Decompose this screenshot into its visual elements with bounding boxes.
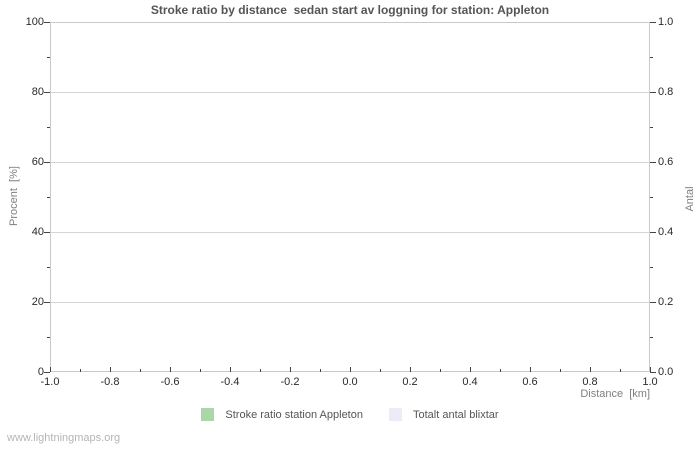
- x-axis-minor-tick: [440, 369, 441, 372]
- x-axis-tick-label: 0.0: [342, 376, 358, 388]
- y-axis-left-minor-tick: [47, 197, 50, 198]
- x-axis-major-tick: [410, 367, 411, 372]
- x-axis-tick-label: -0.4: [220, 376, 240, 388]
- x-axis-minor-tick: [560, 369, 561, 372]
- y-axis-left-tick-label: 40: [31, 226, 44, 238]
- x-axis-minor-tick: [500, 369, 501, 372]
- y-axis-left-tick-label: 20: [31, 296, 44, 308]
- gridline-horizontal: [50, 232, 650, 233]
- y-axis-right-minor-tick: [650, 267, 653, 268]
- x-axis-tick-label: 1.0: [642, 376, 658, 388]
- x-axis-minor-tick: [380, 369, 381, 372]
- x-axis-tick-label: -1.0: [40, 376, 60, 388]
- legend-label-total-strikes: Totalt antal blixtar: [412, 408, 499, 421]
- y-axis-left-minor-tick: [47, 337, 50, 338]
- chart-title: Stroke ratio by distance sedan start av …: [150, 3, 550, 17]
- gridline-horizontal: [50, 92, 650, 93]
- legend: Stroke ratio station Appleton Totalt ant…: [0, 408, 700, 421]
- x-axis-major-tick: [110, 367, 111, 372]
- x-axis-minor-tick: [620, 369, 621, 372]
- y-axis-left-minor-tick: [47, 57, 50, 58]
- y-axis-left-major-tick: [44, 372, 50, 373]
- x-axis-major-tick: [470, 367, 471, 372]
- y-axis-right-tick-label: 0.8: [658, 86, 674, 98]
- x-axis-minor-tick: [260, 369, 261, 372]
- x-axis-tick-label: 0.8: [582, 376, 598, 388]
- x-axis-tick-label: 0.2: [402, 376, 418, 388]
- y-axis-right-major-tick: [650, 232, 656, 233]
- x-axis-minor-tick: [200, 369, 201, 372]
- gridline-horizontal: [50, 302, 650, 303]
- y-axis-left-minor-tick: [47, 267, 50, 268]
- legend-swatch-stroke-ratio: [201, 408, 215, 421]
- y-axis-right-major-tick: [650, 162, 656, 163]
- y-axis-left-minor-tick: [47, 127, 50, 128]
- x-axis-label: Distance [km]: [580, 388, 650, 400]
- x-axis-minor-tick: [140, 369, 141, 372]
- y-axis-right-minor-tick: [650, 57, 653, 58]
- y-axis-left-major-tick: [44, 302, 50, 303]
- x-axis-major-tick: [230, 367, 231, 372]
- x-axis-major-tick: [290, 367, 291, 372]
- legend-item-stroke-ratio: Stroke ratio station Appleton: [201, 408, 363, 421]
- y-axis-right-major-tick: [650, 92, 656, 93]
- y-axis-right-tick-label: 0.0: [658, 366, 674, 378]
- y-axis-right-minor-tick: [650, 197, 653, 198]
- x-axis-major-tick: [650, 367, 651, 372]
- y-axis-right-minor-tick: [650, 127, 653, 128]
- legend-swatch-total-strikes: [388, 408, 402, 421]
- y-axis-left-major-tick: [44, 232, 50, 233]
- y-axis-left-major-tick: [44, 22, 50, 23]
- x-axis-major-tick: [50, 367, 51, 372]
- x-axis-tick-label: -0.2: [280, 376, 300, 388]
- y-axis-right-tick-label: 0.4: [658, 226, 674, 238]
- legend-item-total-strikes: Totalt antal blixtar: [388, 408, 499, 421]
- x-axis-major-tick: [170, 367, 171, 372]
- y-axis-label-left: Procent [%]: [8, 166, 20, 226]
- legend-label-stroke-ratio: Stroke ratio station Appleton: [225, 408, 363, 421]
- y-axis-right-tick-label: 1.0: [658, 16, 674, 28]
- y-axis-left-tick-label: 60: [31, 156, 44, 168]
- y-axis-left-tick-label: 80: [31, 86, 44, 98]
- x-axis-tick-label: 0.6: [522, 376, 538, 388]
- x-axis-tick-label: 0.4: [462, 376, 478, 388]
- y-axis-right-major-tick: [650, 22, 656, 23]
- x-axis-minor-tick: [80, 369, 81, 372]
- y-axis-right-minor-tick: [650, 337, 653, 338]
- y-axis-right-tick-label: 0.2: [658, 296, 674, 308]
- y-axis-label-right: Antal: [684, 186, 696, 212]
- x-axis-tick-label: -0.6: [160, 376, 180, 388]
- y-axis-right-tick-label: 0.6: [658, 156, 674, 168]
- x-axis-tick-label: -0.8: [100, 376, 120, 388]
- x-axis-major-tick: [350, 367, 351, 372]
- x-axis-minor-tick: [320, 369, 321, 372]
- x-axis-major-tick: [530, 367, 531, 372]
- y-axis-left-major-tick: [44, 92, 50, 93]
- watermark-text: www.lightningmaps.org: [7, 432, 121, 444]
- y-axis-right-major-tick: [650, 302, 656, 303]
- y-axis-left-tick-label: 100: [25, 16, 44, 28]
- y-axis-right-major-tick: [650, 372, 656, 373]
- gridline-horizontal: [50, 162, 650, 163]
- y-axis-left-tick-label: 0: [37, 366, 44, 378]
- x-axis-major-tick: [590, 367, 591, 372]
- y-axis-left-major-tick: [44, 162, 50, 163]
